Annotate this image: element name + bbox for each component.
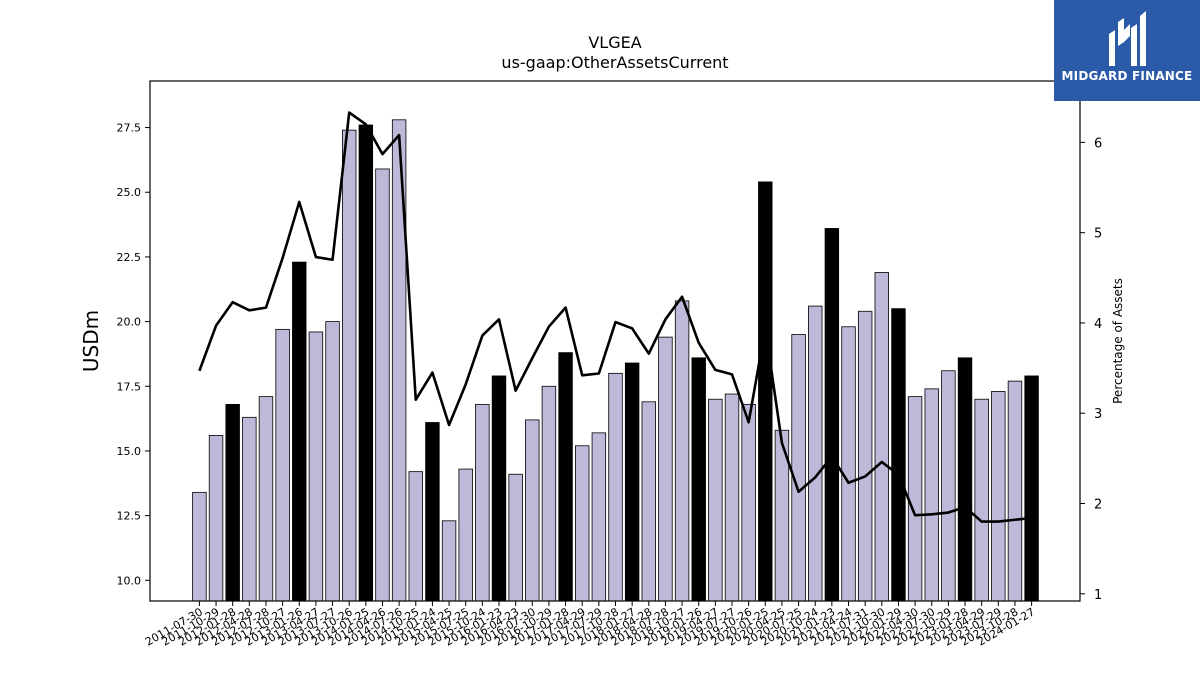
bar bbox=[358, 124, 374, 602]
bar bbox=[208, 435, 224, 602]
bar bbox=[425, 422, 440, 602]
bar bbox=[708, 398, 723, 602]
bar bbox=[408, 471, 423, 602]
x-axis: 2011-07-302011-10-292012-01-282012-04-28… bbox=[143, 601, 1037, 649]
y2-tick-label: 5 bbox=[1094, 227, 1102, 242]
bar bbox=[258, 396, 274, 602]
y-tick-label: 20.0 bbox=[117, 316, 142, 329]
y-tick-label: 15.0 bbox=[117, 445, 142, 458]
bar bbox=[974, 398, 989, 602]
bar bbox=[658, 336, 673, 602]
bar bbox=[325, 321, 340, 602]
bar bbox=[608, 372, 623, 602]
bar bbox=[641, 401, 656, 602]
line-series bbox=[198, 111, 1032, 523]
bar bbox=[275, 328, 290, 602]
bar-series bbox=[192, 119, 1039, 602]
bar bbox=[591, 432, 607, 602]
bar bbox=[674, 300, 690, 602]
bar bbox=[991, 391, 1006, 602]
midgard-finance-logo: MIDGARD FINANCE bbox=[1054, 0, 1200, 101]
y2-axis-label: Percentage of Assets bbox=[1111, 278, 1125, 404]
y-axis-left: 10.0 12.5 15.0 17.5 20.0 22.5 25.0 27.5 bbox=[117, 122, 150, 587]
percentage-line bbox=[198, 111, 1032, 523]
bar bbox=[691, 357, 706, 602]
y-tick-label: 25.0 bbox=[117, 186, 142, 199]
bar bbox=[624, 362, 640, 602]
bar bbox=[491, 375, 507, 602]
chart-subtitle: us-gaap:OtherAssetsCurrent bbox=[501, 53, 728, 72]
bar bbox=[758, 181, 773, 602]
y2-tick-label: 6 bbox=[1094, 136, 1102, 151]
bar bbox=[475, 403, 490, 602]
y-tick-label: 12.5 bbox=[117, 510, 142, 523]
chart-title: VLGEA bbox=[588, 33, 641, 52]
bar bbox=[941, 370, 956, 602]
y2-tick-label: 2 bbox=[1094, 498, 1102, 513]
bar bbox=[957, 357, 973, 602]
y-tick-label: 27.5 bbox=[117, 122, 142, 135]
y-tick-label: 22.5 bbox=[117, 251, 142, 264]
bar bbox=[907, 396, 923, 602]
y2-tick-label: 4 bbox=[1094, 317, 1102, 332]
bar bbox=[874, 272, 890, 602]
bar bbox=[192, 491, 207, 602]
bar bbox=[541, 385, 557, 602]
bar bbox=[441, 520, 457, 602]
y-axis-right: 1 2 3 4 5 6 bbox=[1080, 136, 1102, 603]
bar bbox=[924, 388, 939, 602]
bar bbox=[741, 403, 756, 602]
bar bbox=[891, 308, 906, 602]
bar bbox=[292, 261, 307, 602]
bar bbox=[857, 310, 873, 602]
bar bbox=[242, 416, 257, 602]
bar bbox=[558, 352, 573, 602]
logo-text: MIDGARD FINANCE bbox=[1061, 69, 1193, 83]
y2-tick-label: 3 bbox=[1094, 407, 1102, 422]
bar bbox=[341, 129, 357, 602]
bar bbox=[308, 331, 324, 602]
bar bbox=[375, 168, 390, 602]
y-tick-label: 10.0 bbox=[117, 574, 142, 587]
bar bbox=[791, 334, 806, 602]
bar bbox=[808, 305, 823, 602]
bar bbox=[508, 473, 523, 602]
y-tick-label: 17.5 bbox=[117, 380, 142, 393]
midgard-m-icon bbox=[1109, 11, 1146, 66]
bar bbox=[1007, 380, 1023, 602]
y2-tick-label: 1 bbox=[1094, 588, 1102, 603]
y-axis-label: USDm bbox=[79, 310, 103, 372]
bar bbox=[824, 228, 840, 602]
bar bbox=[225, 403, 240, 602]
bar bbox=[1024, 375, 1039, 602]
bar bbox=[525, 419, 540, 602]
bar bbox=[575, 445, 590, 602]
bar bbox=[841, 326, 856, 602]
bar bbox=[458, 468, 473, 602]
bar bbox=[724, 393, 740, 602]
